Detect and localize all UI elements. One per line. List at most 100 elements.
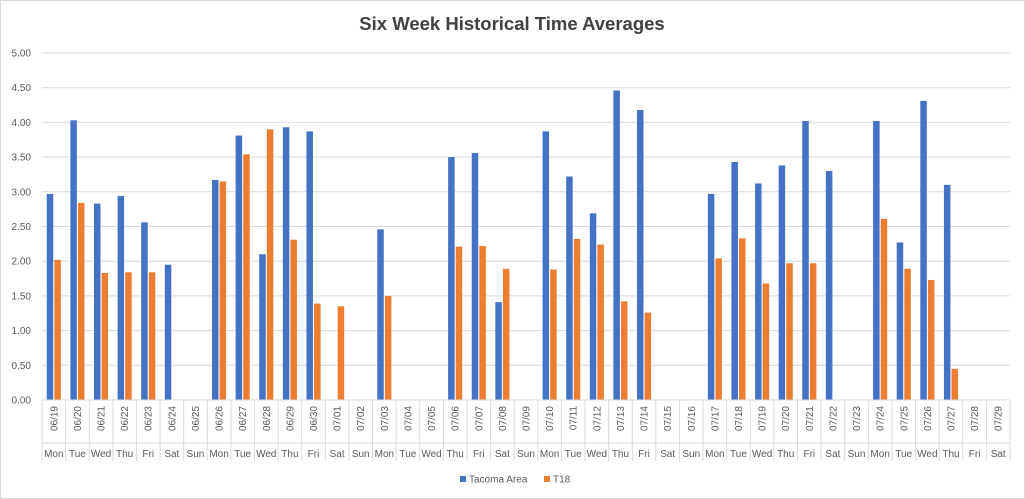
y-tick-label: 0.50 — [12, 361, 32, 372]
x-tick-date: 06/25 — [191, 406, 202, 431]
x-tick-date: 07/13 — [616, 406, 627, 431]
x-tick-date: 06/23 — [144, 406, 155, 431]
bar-t18 — [77, 202, 85, 400]
x-tick-date: 07/26 — [923, 406, 934, 431]
legend-swatch — [460, 476, 466, 482]
bar-tacoma-area — [70, 120, 77, 400]
y-tick-label: 0.00 — [12, 396, 32, 407]
bar-t18 — [644, 312, 652, 400]
x-tick-day: Sun — [187, 449, 205, 460]
bar-t18 — [54, 259, 61, 400]
bar-tacoma-area — [707, 193, 715, 400]
bar-tacoma-area — [164, 264, 172, 400]
bar-tacoma-area — [212, 180, 219, 400]
bar-tacoma-area — [755, 183, 762, 400]
bar-t18 — [219, 181, 227, 400]
bar-tacoma-area — [943, 184, 951, 400]
x-tick-date: 06/20 — [73, 406, 84, 431]
bar-tacoma-area — [141, 222, 148, 400]
legend-label: T18 — [553, 475, 571, 486]
bar-tacoma-area — [778, 165, 786, 400]
bar-tacoma-area — [613, 90, 620, 400]
x-tick-date: 07/07 — [474, 406, 485, 431]
x-tick-date: 07/23 — [852, 406, 863, 431]
bar-t18 — [101, 273, 109, 400]
x-tick-date: 07/21 — [805, 406, 816, 431]
y-tick-label: 3.50 — [12, 153, 32, 164]
x-tick-day: Mon — [375, 449, 394, 460]
x-tick-day: Wed — [917, 449, 937, 460]
x-tick-day: Sat — [825, 449, 840, 460]
bar-tacoma-area — [448, 157, 455, 400]
x-tick-day: Wed — [421, 449, 441, 460]
bar-tacoma-area — [46, 193, 54, 400]
chart-title: Six Week Historical Time Averages — [359, 13, 664, 34]
y-tick-label: 3.00 — [12, 187, 32, 198]
category-axis: 06/19 Mon 06/20 Tue 06/21 Wed 06/22 Thu 06/23 Fri… — [41, 399, 1011, 461]
y-tick-label: 4.00 — [12, 118, 32, 129]
gridlines — [42, 52, 1010, 401]
x-tick-date: 07/06 — [451, 406, 462, 431]
bar-t18 — [479, 245, 486, 400]
x-tick-day: Thu — [447, 449, 464, 460]
bar-t18 — [550, 269, 557, 400]
bar-tacoma-area — [566, 176, 573, 400]
x-tick-day: Thu — [116, 449, 133, 460]
x-tick-date: 07/17 — [710, 406, 721, 431]
x-tick-day: Fri — [308, 449, 320, 460]
y-tick-label: 4.50 — [12, 83, 32, 94]
x-tick-day: Sat — [660, 449, 675, 460]
x-tick-day: Sun — [848, 449, 866, 460]
bar-series — [46, 90, 959, 401]
bar-tacoma-area — [731, 161, 738, 400]
bar-tacoma-area — [471, 152, 479, 400]
bar-t18 — [880, 218, 888, 400]
bar-t18 — [951, 368, 959, 400]
y-tick-label: 2.00 — [12, 257, 32, 268]
bar-t18 — [337, 306, 345, 400]
x-tick-date: 07/05 — [427, 406, 438, 431]
x-tick-day: Tue — [400, 449, 417, 460]
bar-t18 — [809, 263, 817, 400]
bar-tacoma-area — [542, 131, 550, 401]
x-tick-day: Tue — [69, 449, 86, 460]
x-tick-day: Mon — [209, 449, 228, 460]
x-tick-day: Sun — [517, 449, 535, 460]
bar-t18 — [620, 301, 628, 400]
x-tick-date: 07/20 — [781, 406, 792, 431]
x-tick-date: 07/16 — [687, 406, 698, 431]
x-tick-date: 06/27 — [238, 406, 249, 431]
bar-t18 — [125, 272, 132, 400]
x-tick-day: Wed — [587, 449, 607, 460]
x-tick-day: Mon — [705, 449, 724, 460]
bar-t18 — [148, 272, 156, 400]
x-tick-date: 07/25 — [899, 406, 910, 431]
y-tick-label: 2.50 — [12, 222, 32, 233]
x-tick-date: 07/12 — [592, 406, 603, 431]
x-tick-date: 07/08 — [498, 406, 509, 431]
bar-tacoma-area — [920, 100, 927, 400]
y-tick-label: 1.00 — [12, 326, 32, 337]
x-tick-day: Sat — [495, 449, 510, 460]
bar-t18 — [904, 268, 911, 400]
x-tick-day: Fri — [142, 449, 154, 460]
x-tick-day: Tue — [730, 449, 747, 460]
x-tick-date: 07/24 — [876, 406, 887, 431]
bar-t18 — [715, 258, 722, 400]
x-tick-date: 07/10 — [545, 406, 556, 431]
bar-tacoma-area — [802, 121, 809, 400]
x-tick-day: Mon — [540, 449, 559, 460]
x-tick-day: Thu — [777, 449, 794, 460]
x-tick-date: 07/15 — [663, 406, 674, 431]
x-tick-date: 06/28 — [262, 406, 273, 431]
x-tick-date: 06/29 — [285, 406, 296, 431]
bar-t18 — [455, 246, 463, 400]
x-tick-day: Tue — [565, 449, 582, 460]
bar-t18 — [266, 129, 274, 400]
bar-tacoma-area — [873, 121, 880, 400]
bar-tacoma-area — [896, 242, 904, 400]
x-tick-date: 07/22 — [828, 406, 839, 431]
x-tick-date: 07/14 — [640, 406, 651, 431]
x-tick-date: 07/04 — [403, 406, 414, 431]
